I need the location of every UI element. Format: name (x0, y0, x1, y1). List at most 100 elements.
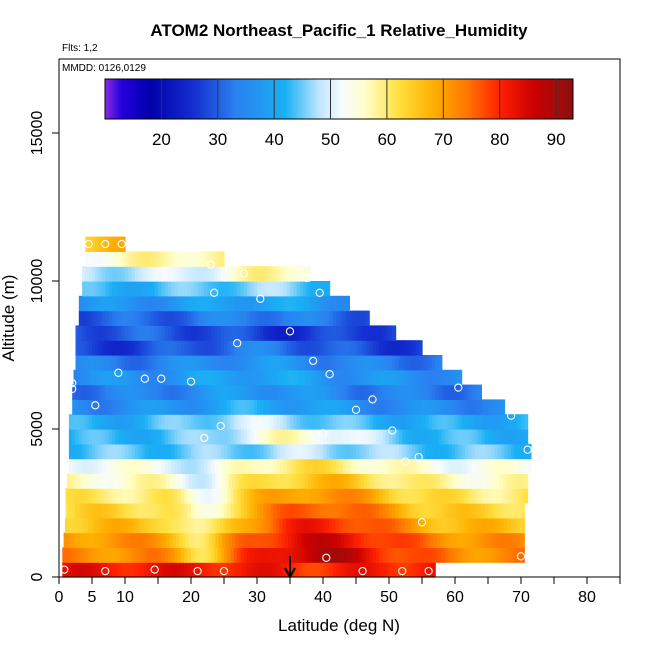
heatmap-cell (95, 399, 100, 415)
heatmap-cell (111, 236, 116, 252)
heatmap-cell (131, 547, 136, 563)
heatmap-cell (517, 517, 521, 534)
heatmap-cell (159, 369, 164, 386)
heatmap-cell (468, 503, 473, 519)
colorbar-segment (541, 79, 543, 119)
heatmap-cell (398, 399, 403, 415)
heatmap-cell (93, 369, 98, 386)
heatmap-cell (273, 562, 278, 578)
heatmap-cell (359, 488, 364, 504)
heatmap-cell (116, 369, 121, 386)
heatmap-cell (389, 429, 393, 445)
heatmap-cell (490, 517, 495, 534)
heatmap-cell (316, 414, 321, 430)
heatmap-cell (464, 517, 469, 534)
heatmap-cell (148, 488, 152, 504)
heatmap-cell (412, 458, 416, 474)
heatmap-cell (363, 532, 368, 548)
heatmap-cell (227, 325, 232, 341)
heatmap-cell (313, 562, 317, 578)
heatmap-cell (197, 399, 202, 415)
colorbar-segment (473, 79, 475, 119)
heatmap-cell (131, 281, 136, 297)
heatmap-cell (354, 532, 358, 548)
heatmap-cell (379, 458, 383, 474)
heatmap-cell (362, 340, 367, 356)
heatmap-cell (359, 503, 364, 519)
colorbar-segment (133, 79, 135, 119)
colorbar-segment (201, 79, 203, 119)
heatmap-cell (290, 355, 294, 371)
heatmap-cell (251, 473, 256, 489)
heatmap-cell (243, 399, 248, 415)
heatmap-cell (214, 281, 218, 297)
heatmap-cell (65, 488, 70, 504)
heatmap-cell (515, 473, 520, 489)
heatmap-cell (78, 325, 83, 341)
colorbar-segment (308, 79, 310, 119)
colorbar-segment (388, 79, 390, 119)
heatmap-cell (96, 369, 101, 386)
heatmap-cell (197, 488, 202, 504)
colorbar-segment (304, 79, 306, 119)
heatmap-cell (438, 384, 443, 400)
heatmap-cell (217, 355, 222, 371)
colorbar-segment (219, 79, 221, 119)
heatmap-cell (158, 266, 162, 282)
heatmap-cell (356, 355, 360, 371)
heatmap-cell (311, 369, 316, 386)
heatmap-cell (429, 369, 434, 386)
heatmap-cell (108, 503, 113, 519)
heatmap-cell (95, 251, 100, 267)
heatmap-cell (171, 414, 176, 430)
heatmap-cell (198, 532, 203, 548)
colorbar-tick-label: 60 (377, 130, 396, 149)
heatmap-cell (375, 458, 380, 474)
heatmap-cell (412, 562, 416, 578)
heatmap-cell (484, 414, 489, 430)
heatmap-cell (296, 325, 301, 341)
heatmap-cell (445, 429, 449, 445)
heatmap-cell (521, 443, 525, 460)
heatmap-cell (207, 399, 212, 415)
heatmap-cell (78, 340, 83, 356)
heatmap-cell (464, 429, 469, 445)
heatmap-cell (447, 517, 452, 534)
colorbar-segment (533, 79, 535, 119)
heatmap-cell (316, 547, 321, 563)
heatmap-cell (164, 443, 169, 460)
observation-point (523, 445, 532, 454)
heatmap-cell (92, 384, 96, 400)
heatmap-cell (375, 340, 380, 356)
heatmap-cell (356, 458, 360, 474)
heatmap-cell (339, 414, 344, 430)
heatmap-cell (309, 443, 314, 460)
heatmap-cell (233, 310, 238, 326)
heatmap-cell (240, 340, 245, 356)
heatmap-cell (299, 488, 304, 504)
heatmap-cell (316, 562, 321, 578)
heatmap-cell (313, 399, 317, 415)
heatmap-cell (273, 266, 278, 282)
heatmap-cell (445, 503, 449, 519)
colorbar-segment (482, 79, 484, 119)
colorbar-segment (264, 79, 266, 119)
heatmap-cell (346, 384, 350, 400)
heatmap-cell (520, 517, 525, 534)
heatmap-cell (326, 488, 331, 504)
heatmap-cell (253, 488, 258, 504)
heatmap-cell (280, 281, 284, 297)
heatmap-cell (92, 488, 96, 504)
heatmap-cell (395, 562, 400, 578)
heatmap-cell (290, 310, 294, 326)
heatmap-cell (471, 443, 476, 460)
heatmap-cell (191, 295, 195, 312)
heatmap-cell (68, 562, 73, 578)
heatmap-cell (270, 443, 275, 460)
heatmap-cell (352, 310, 357, 326)
heatmap-cell (101, 325, 106, 341)
colorbar-segment (204, 79, 206, 119)
colorbar-segment (147, 79, 149, 119)
heatmap-cell (286, 429, 291, 445)
heatmap-cell (514, 414, 519, 430)
